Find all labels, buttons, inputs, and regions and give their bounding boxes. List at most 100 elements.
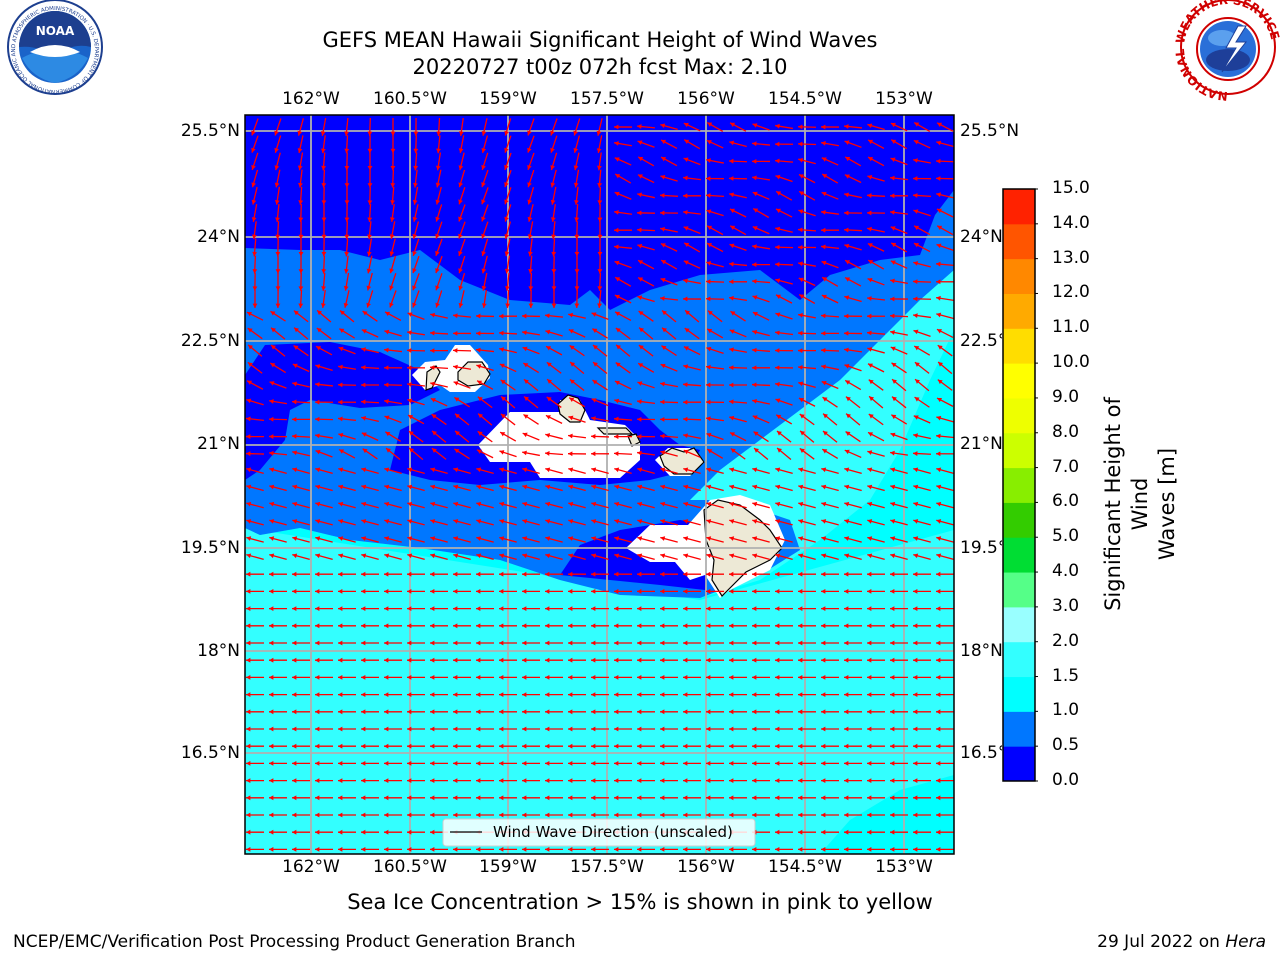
wind-wave-arrowhead — [430, 778, 435, 783]
wind-wave-arrowhead — [269, 640, 274, 646]
wind-wave-arrowhead — [683, 623, 688, 629]
wind-wave-arrowhead — [890, 675, 895, 680]
wind-wave-arrowhead — [545, 519, 551, 524]
wind-wave-arrowhead — [274, 147, 279, 153]
wind-wave-arrowhead — [637, 692, 642, 697]
wind-wave-arrowhead — [729, 536, 735, 541]
wind-wave-arrowhead — [366, 251, 372, 257]
wind-wave-arrowhead — [707, 328, 713, 334]
wind-wave-arrowhead — [637, 847, 642, 852]
wind-wave-arrowhead — [890, 692, 895, 697]
wind-wave-arrowhead — [504, 164, 509, 170]
wind-wave-arrowhead — [476, 347, 481, 353]
map-legend: Wind Wave Direction (unscaled) — [442, 818, 756, 847]
wind-wave-arrowhead — [430, 571, 435, 577]
colorbar-segment — [1003, 258, 1035, 294]
wind-wave-arrowhead — [361, 675, 366, 680]
wind-wave-arrowhead — [775, 726, 780, 732]
wind-wave-arrowhead — [614, 141, 619, 146]
wind-wave-arrowhead — [615, 362, 621, 368]
wind-wave-arrowhead — [246, 847, 251, 852]
wind-wave-arrowhead — [706, 657, 711, 663]
wind-wave-arrowhead — [660, 709, 665, 715]
wind-wave-arrowhead — [913, 484, 919, 490]
wind-wave-arrowhead — [844, 124, 849, 129]
wind-wave-arrowhead — [821, 330, 826, 336]
wind-wave-arrowhead — [504, 234, 510, 239]
wind-wave-arrowhead — [752, 467, 758, 473]
wind-wave-arrowhead — [481, 199, 486, 205]
wind-wave-arrowhead — [752, 191, 758, 197]
wind-wave-arrowhead — [545, 743, 550, 749]
wind-wave-arrowhead — [822, 397, 828, 402]
wind-wave-arrowhead — [844, 243, 850, 249]
wind-wave-arrowhead — [344, 148, 350, 154]
wind-wave-arrowhead — [752, 795, 757, 801]
wind-wave-arrowhead — [361, 501, 367, 507]
wind-wave-arrowhead — [844, 210, 849, 216]
wind-wave-arrowhead — [338, 416, 343, 422]
wind-wave-arrowhead — [729, 743, 734, 749]
wind-wave-arrowhead — [476, 589, 481, 594]
wind-wave-arrowhead — [500, 379, 506, 385]
wind-wave-arrowhead — [436, 148, 441, 154]
wind-wave-arrowhead — [573, 182, 579, 188]
wind-wave-arrowhead — [637, 778, 642, 783]
wind-wave-arrowhead — [614, 640, 619, 646]
wind-wave-arrowhead — [568, 743, 573, 749]
wind-wave-arrowhead — [315, 795, 320, 801]
wind-wave-arrowhead — [430, 726, 435, 732]
wind-wave-arrowhead — [776, 191, 782, 196]
wind-wave-arrowhead — [545, 589, 550, 594]
wind-wave-arrowhead — [527, 182, 532, 188]
wind-wave-arrowhead — [729, 519, 735, 524]
wind-wave-arrowhead — [550, 130, 555, 136]
wind-wave-arrowhead — [597, 303, 602, 308]
wind-wave-arrowhead — [316, 346, 322, 351]
wind-wave-arrowhead — [936, 829, 941, 835]
wind-wave-arrowhead — [706, 675, 711, 680]
wind-wave-arrowhead — [684, 139, 690, 144]
wind-wave-arrowhead — [821, 260, 827, 266]
wind-wave-arrowhead — [752, 519, 758, 524]
wind-wave-arrowhead — [338, 571, 343, 577]
wind-wave-arrowhead — [798, 277, 804, 283]
wind-wave-arrowhead — [315, 847, 320, 852]
lat-label-left: 25.5°N — [180, 121, 240, 141]
wind-wave-arrowhead — [660, 277, 666, 283]
wind-wave-arrowhead — [292, 743, 297, 749]
wind-wave-arrowhead — [269, 589, 274, 594]
wind-wave-arrowhead — [845, 156, 851, 162]
wind-wave-arrowhead — [936, 847, 941, 852]
wind-wave-arrowhead — [867, 175, 873, 180]
wind-wave-arrowhead — [799, 191, 805, 196]
wind-wave-arrows — [245, 117, 954, 852]
wind-wave-arrowhead — [361, 553, 367, 559]
wind-wave-arrowhead — [476, 553, 482, 559]
wind-wave-arrowhead — [366, 302, 371, 308]
wind-wave-arrowhead — [361, 329, 367, 334]
wind-wave-arrowhead — [409, 448, 415, 453]
wind-wave-arrowhead — [844, 330, 849, 336]
wind-wave-arrowhead — [568, 623, 573, 629]
wind-wave-arrowhead — [936, 606, 941, 611]
wind-wave-arrowhead — [683, 193, 688, 199]
wind-wave-arrowhead — [246, 795, 251, 801]
wind-wave-arrowhead — [706, 726, 711, 732]
wind-wave-arrowhead — [867, 501, 873, 507]
wind-wave-arrowhead — [821, 623, 826, 629]
wind-wave-arrowhead — [246, 519, 252, 524]
wind-wave-arrowhead — [729, 553, 735, 559]
colorbar-segment — [1003, 432, 1035, 469]
wind-wave-arrowhead — [936, 243, 942, 249]
wind-wave-arrowhead — [384, 709, 389, 715]
wind-wave-arrowhead — [936, 778, 941, 783]
wind-wave-arrowhead — [344, 217, 350, 222]
wind-wave-arrowhead — [798, 124, 803, 130]
wind-wave-arrowhead — [568, 675, 573, 680]
wind-wave-arrowhead — [844, 709, 849, 715]
wind-wave-arrowhead — [275, 269, 281, 274]
wind-wave-arrowhead — [936, 208, 942, 214]
wind-wave-arrowhead — [574, 217, 580, 222]
wind-wave-arrowhead — [269, 709, 274, 715]
